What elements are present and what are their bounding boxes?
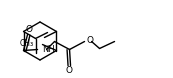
Text: O: O xyxy=(65,66,72,75)
Text: O: O xyxy=(25,25,32,34)
Text: O: O xyxy=(86,36,93,45)
Text: CH₃: CH₃ xyxy=(19,39,33,48)
Text: NH: NH xyxy=(43,45,55,54)
